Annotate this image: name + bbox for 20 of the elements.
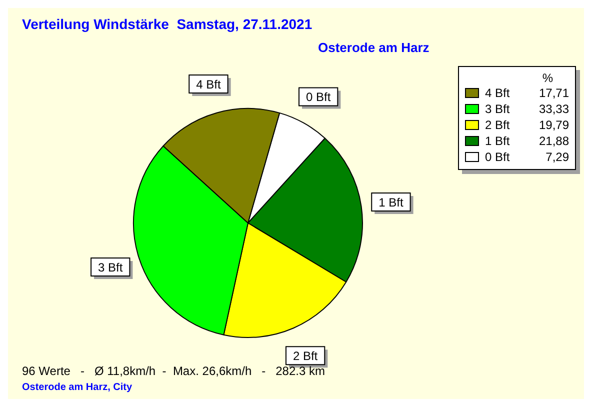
slice-label: 0 Bft — [306, 90, 332, 104]
data-label: 19,79 — [538, 118, 569, 132]
slice-label: 4 Bft — [196, 77, 222, 92]
legend-label: 3 Bft — [485, 102, 511, 116]
data-label: 7,29 — [544, 150, 569, 164]
data-label: 21,88 — [538, 134, 569, 148]
legend-label: 1 Bft — [485, 134, 511, 148]
text: 96 Werte - Ø 11,8km/h - Max. 26,6km/h - 282.3 km — [22, 364, 325, 378]
slice-label: 2 Bft — [292, 348, 318, 363]
data-label: 33,33 — [538, 102, 569, 116]
legend-label: 0 Bft — [485, 150, 511, 164]
legend-label: 4 Bft — [485, 86, 511, 100]
legend-label: 2 Bft — [485, 118, 511, 132]
chart-title: Verteilung Windstärke Samstag, 27.11.2021 — [22, 16, 312, 32]
legend-title: % — [541, 71, 554, 85]
chart-subtitle: Osterode am Harz — [318, 40, 430, 55]
data-label: 17,71 — [538, 86, 569, 100]
text: Osterode am Harz, City — [22, 382, 132, 393]
slice-label: 3 Bft — [98, 260, 124, 274]
slice-label: 1 Bft — [378, 195, 404, 210]
